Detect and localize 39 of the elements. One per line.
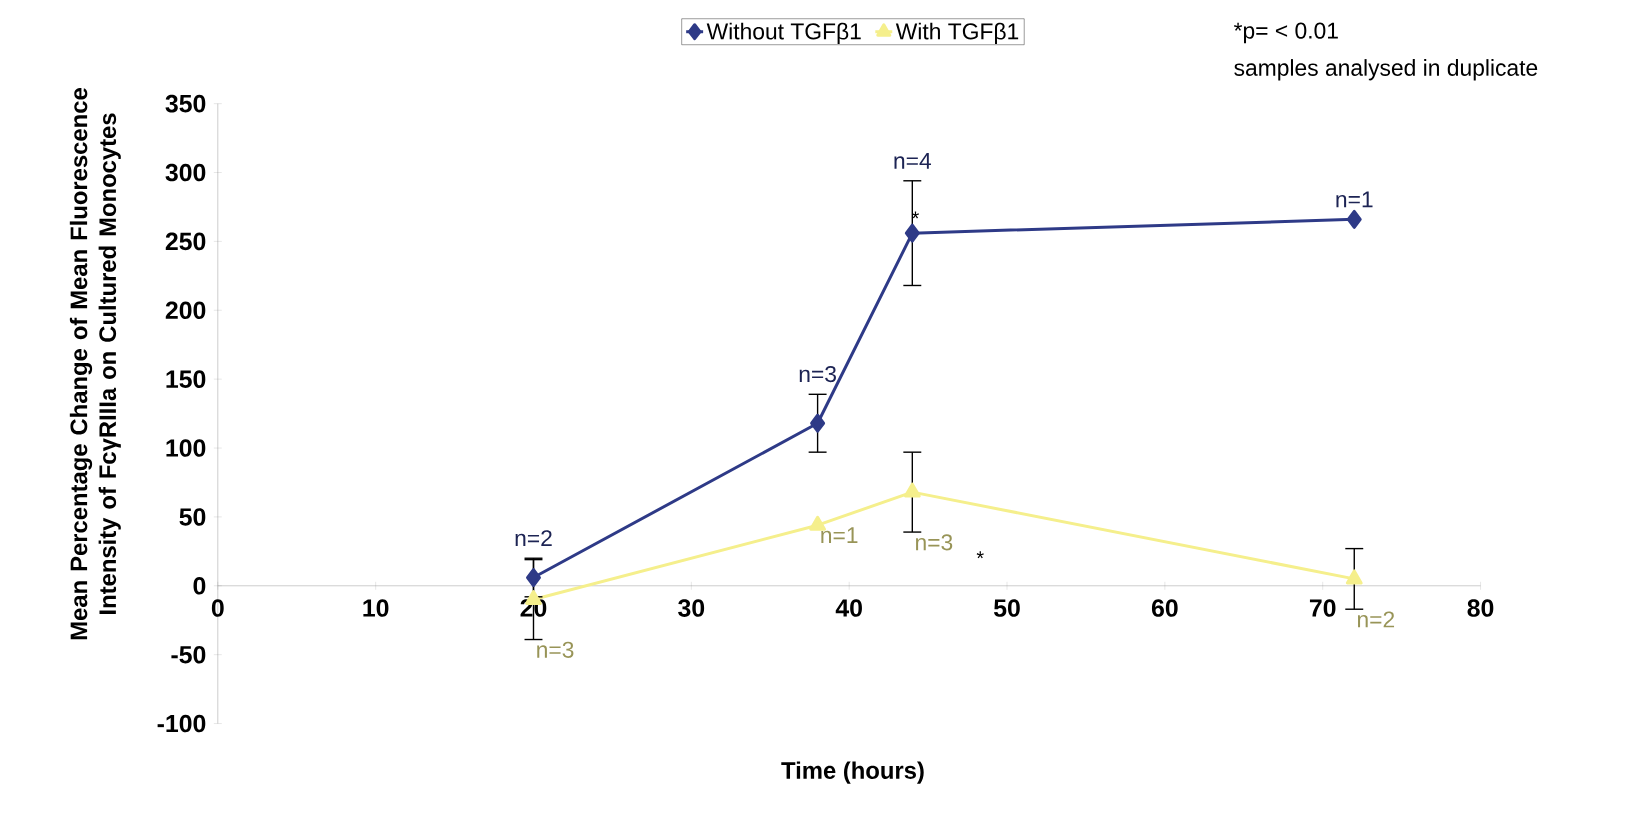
point xyxy=(1345,569,1363,585)
annotation: n=1 xyxy=(821,527,858,543)
y-tick-label: 350 xyxy=(165,94,206,113)
y-tick-label: 300 xyxy=(165,163,206,182)
annotation: n=2 xyxy=(1357,611,1395,628)
legend-label: Without TGFβ1 xyxy=(706,22,861,44)
y-axis-title: Mean Percentage Change of Mean Fluorescence Intensity of FcγRIIIa on Cultured Monocytes xyxy=(69,87,121,640)
x-tick-label: 60 xyxy=(1151,599,1178,617)
annotation: * xyxy=(976,551,984,559)
annotation: n=1 xyxy=(1336,191,1373,208)
x-tick-label: 50 xyxy=(993,599,1020,617)
y-tick-label: 200 xyxy=(165,301,206,319)
point xyxy=(903,482,921,498)
annotation: n=2 xyxy=(515,530,552,546)
x-axis-title: Time (hours) xyxy=(781,761,924,784)
y-tick-label: 100 xyxy=(166,439,206,457)
y-tick-label: -50 xyxy=(171,645,206,664)
annotation: n=4 xyxy=(894,152,932,169)
point xyxy=(1346,209,1362,229)
annotation: n=3 xyxy=(799,365,836,383)
x-tick-label: 40 xyxy=(835,599,862,617)
text: samples analysed in duplicate xyxy=(1234,59,1538,81)
point xyxy=(526,567,541,587)
point xyxy=(904,223,920,243)
annotation: n=3 xyxy=(916,534,953,551)
point xyxy=(810,413,826,433)
y-tick-label: 150 xyxy=(166,370,206,388)
x-tick-label: 30 xyxy=(678,599,705,617)
x-tick-label: 10 xyxy=(363,599,389,617)
x-tick-label: 70 xyxy=(1309,599,1336,617)
y-tick-label: -100 xyxy=(157,714,206,733)
y-tick-label: 0 xyxy=(193,576,206,595)
annotation: n=3 xyxy=(537,641,574,658)
legend-label: With TGFβ1 xyxy=(895,22,1019,44)
x-tick-label: 0 xyxy=(211,599,224,617)
x-tick-label: 80 xyxy=(1467,599,1494,617)
y-tick-label: 50 xyxy=(179,508,206,526)
y-tick-label: 250 xyxy=(165,232,206,251)
text: *p= < 0.01 xyxy=(1233,22,1338,44)
